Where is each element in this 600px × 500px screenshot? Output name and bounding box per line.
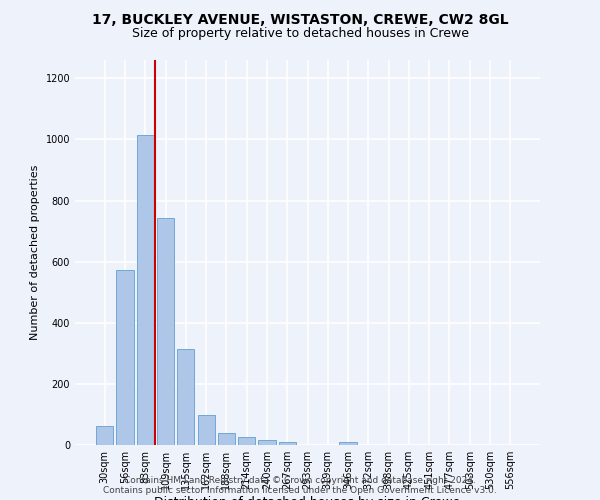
X-axis label: Distribution of detached houses by size in Crewe: Distribution of detached houses by size …	[154, 496, 461, 500]
Text: Contains HM Land Registry data © Crown copyright and database right 2024.
Contai: Contains HM Land Registry data © Crown c…	[103, 476, 497, 495]
Bar	[259, 440, 275, 445]
Bar	[238, 438, 255, 445]
Y-axis label: Number of detached properties: Number of detached properties	[30, 165, 40, 340]
Bar	[197, 416, 215, 445]
Bar	[278, 442, 296, 445]
Bar	[157, 218, 174, 445]
Text: Size of property relative to detached houses in Crewe: Size of property relative to detached ho…	[131, 28, 469, 40]
Bar	[340, 442, 356, 445]
Text: 17, BUCKLEY AVENUE, WISTASTON, CREWE, CW2 8GL: 17, BUCKLEY AVENUE, WISTASTON, CREWE, CW…	[92, 12, 508, 26]
Bar	[177, 349, 194, 445]
Bar	[137, 136, 154, 445]
Bar	[116, 270, 134, 445]
Bar	[218, 433, 235, 445]
Bar	[96, 426, 113, 445]
